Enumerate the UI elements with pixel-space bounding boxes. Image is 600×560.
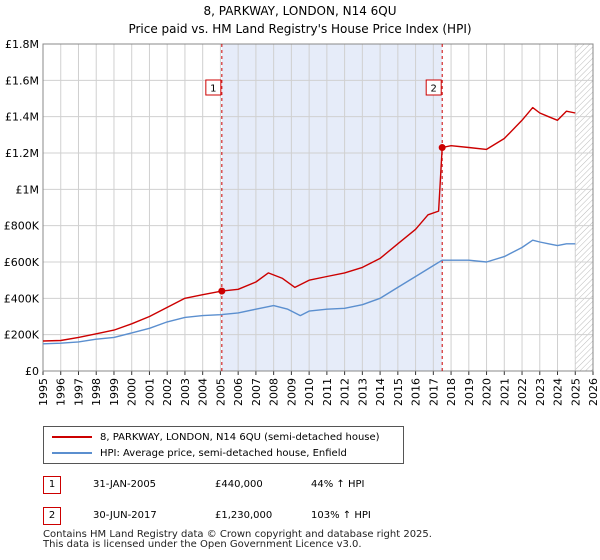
x-tick-label: 2025 — [569, 378, 582, 406]
x-tick-label: 2020 — [481, 378, 494, 406]
x-tick-label: 1995 — [37, 378, 50, 406]
sale-label: 1 — [210, 84, 216, 95]
sale-label-box — [205, 79, 222, 96]
y-tick-label: £200K — [4, 329, 40, 342]
x-tick-label: 2000 — [126, 378, 139, 406]
legend-swatch-property — [52, 436, 92, 438]
sale-price: £1,230,000 — [215, 510, 273, 521]
x-tick-label: 2021 — [498, 378, 511, 406]
x-tick-label: 2003 — [179, 378, 192, 406]
hpi-line — [42, 239, 576, 345]
x-tick-label: 2014 — [374, 378, 387, 406]
sale-marker: 1 — [43, 476, 61, 494]
sale-marker: 2 — [43, 507, 61, 525]
x-tick-label: 1996 — [55, 378, 68, 406]
sale-date: 31-JAN-2005 — [93, 479, 157, 490]
x-tick-label: 2004 — [197, 378, 210, 406]
sale-label: 2 — [431, 84, 437, 95]
chart-subtitle: Price paid vs. HM Land Registry's House … — [128, 22, 472, 36]
x-tick-label: 2012 — [339, 378, 352, 406]
x-tick-label: 2008 — [268, 378, 281, 406]
y-tick-label: £600K — [4, 256, 40, 269]
x-tick-label: 2016 — [410, 378, 423, 406]
y-tick-label: £1.2M — [5, 147, 39, 160]
x-tick-label: 2019 — [463, 378, 476, 406]
property-price-line — [42, 106, 576, 342]
x-tick-label: 2009 — [285, 378, 298, 406]
price-chart: £0 £200K £400K £600K £800K £1M £1.2M £1.4M £1.6M… — [4, 38, 600, 406]
sale-point — [438, 144, 446, 152]
plot-frame — [42, 43, 594, 372]
y-tick-label: £400K — [4, 292, 40, 305]
x-tick-label: 2023 — [534, 378, 547, 406]
x-tick-label: 2005 — [214, 378, 227, 406]
x-tick-label: 2015 — [392, 378, 405, 406]
y-tick-label: £1.4M — [5, 111, 39, 124]
legend-item-hpi: HPI: Average price, semi-detached house,… — [52, 446, 347, 460]
x-tick-label: 2017 — [427, 378, 440, 406]
chart-title: 8, PARKWAY, LONDON, N14 6QU — [203, 4, 397, 18]
x-tick-label: 1999 — [108, 378, 121, 406]
sale-date: 30-JUN-2017 — [93, 510, 157, 521]
sale-point — [218, 287, 226, 295]
legend-swatch-hpi — [52, 452, 92, 454]
x-tick-label: 1997 — [72, 378, 85, 406]
x-tick-label: 2007 — [250, 378, 263, 406]
sale-label-box — [425, 79, 442, 96]
y-tick-label: £800K — [4, 220, 40, 233]
x-tick-label: 2001 — [143, 378, 156, 406]
x-tick-label: 2026 — [587, 378, 600, 406]
y-tick-label: £1M — [16, 183, 40, 196]
x-tick-label: 2024 — [552, 378, 565, 406]
x-tick-label: 2002 — [161, 378, 174, 406]
legend: 8, PARKWAY, LONDON, N14 6QU (semi-detach… — [43, 426, 404, 464]
y-tick-label: £1.8M — [5, 38, 39, 51]
x-tick-label: 2018 — [445, 378, 458, 406]
x-tick-label: 2022 — [516, 378, 529, 406]
footer: Contains HM Land Registry data © Crown c… — [43, 530, 432, 550]
legend-item-property: 8, PARKWAY, LONDON, N14 6QU (semi-detach… — [52, 430, 380, 444]
sale-price: £440,000 — [215, 479, 263, 490]
legend-label-hpi: HPI: Average price, semi-detached house,… — [100, 447, 347, 459]
legend-label-property: 8, PARKWAY, LONDON, N14 6QU (semi-detach… — [100, 431, 380, 443]
forecast-hatch — [575, 44, 593, 371]
x-tick-label: 2010 — [303, 378, 316, 406]
x-tick-label: 2006 — [232, 378, 245, 406]
ownership-shading — [221, 44, 443, 371]
y-tick-label: £0 — [25, 365, 39, 378]
x-tick-label: 2013 — [356, 378, 369, 406]
footer-licence: This data is licensed under the Open Gov… — [43, 539, 362, 550]
y-tick-label: £1.6M — [5, 74, 39, 87]
footer-copyright: Contains HM Land Registry data © Crown c… — [43, 529, 432, 540]
x-tick-label: 2011 — [321, 378, 334, 406]
x-tick-label: 1998 — [90, 378, 103, 406]
sale-hpi-change: 44% ↑ HPI — [311, 479, 365, 490]
sale-hpi-change: 103% ↑ HPI — [311, 510, 371, 521]
